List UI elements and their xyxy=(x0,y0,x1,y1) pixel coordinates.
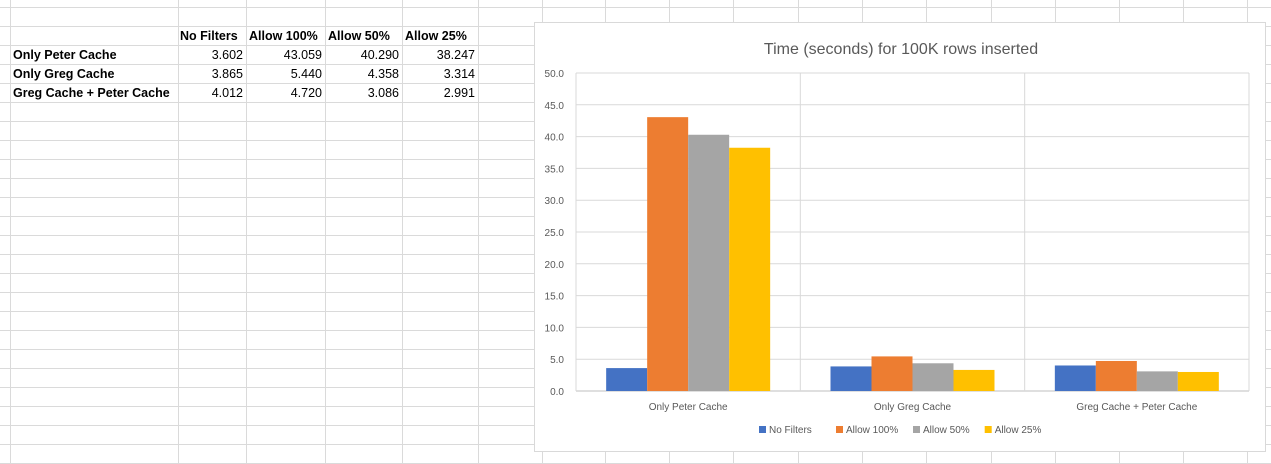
y-tick-label: 35.0 xyxy=(545,164,565,175)
chart-canvas: Time (seconds) for 100K rows inserted 0.0… xyxy=(545,41,1250,436)
legend-swatch xyxy=(984,426,992,433)
chart[interactable]: Time (seconds) for 100K rows inserted 0.0… xyxy=(534,22,1266,452)
bar-allow-25- xyxy=(1177,371,1219,391)
legend-label: Allow 50% xyxy=(923,425,970,436)
y-tick-label: 20.0 xyxy=(545,260,565,271)
column-gridline xyxy=(178,0,179,464)
chart-title: Time (seconds) for 100K rows inserted xyxy=(764,41,1038,58)
y-tick-label: 50.0 xyxy=(545,69,565,80)
table-cell[interactable]: 3.602 xyxy=(211,48,243,62)
column-gridline xyxy=(478,0,479,464)
bar-allow-50- xyxy=(1136,371,1178,391)
column-gridline xyxy=(325,0,326,464)
table-cell[interactable]: 38.247 xyxy=(436,48,475,62)
bar-no-filters xyxy=(1054,365,1096,391)
y-tick-label: 15.0 xyxy=(545,292,565,303)
bar-allow-100- xyxy=(647,117,689,391)
bar-allow-100- xyxy=(1095,360,1137,391)
table-cell[interactable]: 43.059 xyxy=(283,48,322,62)
row-label[interactable]: Greg Cache + Peter Cache xyxy=(13,86,170,100)
x-tick-label: Greg Cache + Peter Cache xyxy=(1076,402,1197,413)
row-label[interactable]: Only Greg Cache xyxy=(13,67,115,81)
column-gridline xyxy=(246,0,247,464)
x-tick-label: Only Greg Cache xyxy=(874,402,952,413)
column-gridline xyxy=(10,0,11,464)
header-allow-25[interactable]: Allow 25% xyxy=(405,29,467,43)
legend-label: No Filters xyxy=(769,425,812,436)
bar-no-filters xyxy=(606,368,648,391)
header-allow-100[interactable]: Allow 100% xyxy=(249,29,318,43)
legend-swatch xyxy=(759,426,766,433)
y-tick-label: 30.0 xyxy=(545,196,565,207)
y-tick-label: 0.0 xyxy=(550,387,564,398)
legend-label: Allow 100% xyxy=(846,425,898,436)
legend-swatch xyxy=(913,426,920,433)
table-cell[interactable]: 3.314 xyxy=(443,67,475,81)
table-cell[interactable]: 5.440 xyxy=(290,67,322,81)
x-tick-label: Only Peter Cache xyxy=(649,402,728,413)
row-label[interactable]: Only Peter Cache xyxy=(13,48,117,62)
table-cell[interactable]: 40.290 xyxy=(360,48,399,62)
bar-allow-25- xyxy=(953,369,995,391)
bar-allow-25- xyxy=(729,147,771,391)
bar-no-filters xyxy=(830,366,872,391)
bar-allow-50- xyxy=(688,134,730,391)
y-tick-label: 45.0 xyxy=(545,101,565,112)
y-tick-label: 40.0 xyxy=(545,133,565,144)
y-tick-label: 10.0 xyxy=(545,323,565,334)
header-allow-50[interactable]: Allow 50% xyxy=(328,29,390,43)
table-cell[interactable]: 4.012 xyxy=(211,86,243,100)
table-cell[interactable]: 4.358 xyxy=(367,67,399,81)
bar-allow-100- xyxy=(871,356,913,391)
y-tick-label: 5.0 xyxy=(550,355,564,366)
table-cell[interactable]: 2.991 xyxy=(443,86,475,100)
table-cell[interactable]: 3.865 xyxy=(211,67,243,81)
y-tick-label: 25.0 xyxy=(545,228,565,239)
legend-label: Allow 25% xyxy=(995,425,1042,436)
column-gridline xyxy=(402,0,403,464)
table-cell[interactable]: 4.720 xyxy=(290,86,322,100)
table-cell[interactable]: 3.086 xyxy=(367,86,399,100)
legend-swatch xyxy=(836,426,843,433)
bar-allow-50- xyxy=(912,363,954,391)
header-no-filters[interactable]: No Filters xyxy=(180,29,238,43)
